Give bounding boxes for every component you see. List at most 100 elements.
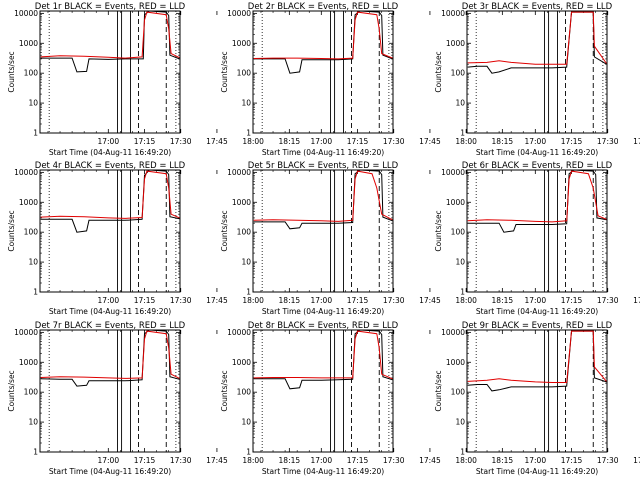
x-tick-label: 18:00 [455, 137, 477, 146]
x-tick-label: 17:30 [170, 456, 192, 465]
x-tick-label: 18:15 [279, 137, 301, 146]
y-tick-label: 10000 [441, 168, 465, 177]
chart-panel: Det 7r BLACK = Events, RED = LLD Counts/s… [7, 321, 300, 476]
lld-series-line [253, 170, 393, 222]
chart-panel: Det 3r BLACK = Events, RED = LLD Counts/s… [434, 2, 640, 157]
y-tick-label: 10 [455, 99, 465, 108]
x-axis-label: Start Time (04-Aug-11 16:49:20) [476, 148, 598, 157]
x-tick-label: 17:45 [206, 137, 228, 146]
x-axis-label: Start Time (04-Aug-11 16:49:20) [476, 467, 598, 476]
y-axis-label: Counts/sec [7, 51, 16, 92]
y-tick-label: 100 [24, 228, 39, 237]
y-tick-label: 10 [28, 99, 38, 108]
plot-frame [252, 10, 394, 134]
x-tick-label: 17:00 [97, 456, 119, 465]
lld-series-line [40, 11, 180, 59]
y-tick-label: 1000 [232, 358, 251, 367]
x-tick-label: 17:30 [170, 137, 192, 146]
chart-panel: Det 4r BLACK = Events, RED = LLD Counts/s… [7, 161, 300, 316]
lld-series-line [253, 11, 393, 60]
y-tick-label: 10 [455, 258, 465, 267]
y-tick-label: 10000 [441, 328, 465, 337]
x-tick-label: 17:00 [97, 137, 119, 146]
x-tick-label: 18:15 [492, 456, 514, 465]
x-tick-label: 18:00 [455, 456, 477, 465]
plot-frame [39, 329, 181, 453]
events-series-line [40, 10, 180, 73]
y-tick-label: 100 [451, 228, 466, 237]
x-tick-label: 17:45 [633, 137, 640, 146]
y-tick-label: 1 [33, 448, 38, 457]
plot-frame [252, 329, 394, 453]
y-tick-label: 1000 [232, 198, 251, 207]
events-series-line [253, 10, 393, 74]
x-tick-label: 18:00 [242, 456, 264, 465]
y-tick-label: 1 [460, 129, 465, 138]
x-axis-label: Start Time (04-Aug-11 16:49:20) [49, 148, 171, 157]
y-tick-label: 10 [28, 258, 38, 267]
y-tick-label: 1 [33, 129, 38, 138]
y-tick-label: 100 [24, 388, 39, 397]
x-tick-label: 17:30 [383, 296, 405, 305]
lld-series-line [40, 330, 180, 379]
chart-title: Det 7r BLACK = Events, RED = LLD [35, 321, 186, 331]
x-tick-label: 18:15 [492, 137, 514, 146]
x-tick-label: 17:00 [310, 137, 332, 146]
x-tick-label: 18:15 [279, 296, 301, 305]
x-tick-label: 17:45 [206, 296, 228, 305]
chart-panel: Det 5r BLACK = Events, RED = LLD Counts/s… [220, 161, 513, 316]
x-tick-label: 17:15 [561, 296, 583, 305]
chart-panel: Det 2r BLACK = Events, RED = LLD Counts/s… [220, 2, 513, 157]
events-series-line [253, 329, 393, 390]
plot-frame [252, 169, 394, 293]
x-tick-label: 18:00 [242, 137, 264, 146]
y-tick-label: 10000 [14, 168, 38, 177]
y-tick-label: 1000 [446, 198, 465, 207]
chart-panel: Det 1r BLACK = Events, RED = LLD Counts/s… [7, 2, 300, 157]
y-tick-label: 1 [246, 129, 251, 138]
y-tick-label: 1000 [446, 39, 465, 48]
plot-frame [466, 169, 608, 293]
x-tick-label: 17:15 [347, 137, 369, 146]
y-tick-label: 100 [451, 388, 466, 397]
events-series-line [253, 169, 393, 230]
x-axis-label: Start Time (04-Aug-11 16:49:20) [49, 307, 171, 316]
x-tick-label: 18:00 [455, 296, 477, 305]
x-tick-label: 17:30 [597, 456, 619, 465]
x-tick-label: 17:00 [310, 456, 332, 465]
y-tick-label: 1 [246, 448, 251, 457]
y-tick-label: 1000 [19, 198, 38, 207]
x-tick-label: 17:30 [383, 137, 405, 146]
y-tick-label: 1 [33, 288, 38, 297]
x-tick-label: 18:00 [242, 296, 264, 305]
chart-title: Det 1r BLACK = Events, RED = LLD [35, 2, 186, 12]
y-tick-label: 10000 [14, 328, 38, 337]
chart-title: Det 8r BLACK = Events, RED = LLD [248, 321, 399, 331]
x-tick-label: 18:15 [492, 296, 514, 305]
plot-frame [39, 169, 181, 293]
y-axis-label: Counts/sec [434, 51, 443, 92]
x-axis-label: Start Time (04-Aug-11 16:49:20) [476, 307, 598, 316]
y-axis-label: Counts/sec [434, 370, 443, 411]
x-tick-label: 17:00 [524, 137, 546, 146]
y-axis-label: Counts/sec [220, 51, 229, 92]
x-tick-label: 17:30 [170, 296, 192, 305]
events-series-line [40, 329, 180, 387]
y-tick-label: 1000 [19, 39, 38, 48]
y-tick-label: 1000 [232, 39, 251, 48]
chart-title: Det 9r BLACK = Events, RED = LLD [462, 321, 613, 331]
chart-title: Det 3r BLACK = Events, RED = LLD [462, 2, 613, 12]
lld-series-line [467, 11, 607, 65]
x-tick-label: 17:00 [524, 296, 546, 305]
lld-series-line [467, 330, 607, 383]
y-tick-label: 1000 [19, 358, 38, 367]
y-tick-label: 10000 [227, 9, 251, 18]
chart-title: Det 4r BLACK = Events, RED = LLD [35, 161, 186, 171]
y-axis-label: Counts/sec [220, 210, 229, 251]
y-axis-label: Counts/sec [7, 370, 16, 411]
y-tick-label: 1 [460, 288, 465, 297]
y-tick-label: 100 [24, 69, 39, 78]
x-axis-label: Start Time (04-Aug-11 16:49:20) [262, 148, 384, 157]
x-tick-label: 17:15 [134, 456, 156, 465]
chart-panel: Det 6r BLACK = Events, RED = LLD Counts/s… [434, 161, 640, 316]
